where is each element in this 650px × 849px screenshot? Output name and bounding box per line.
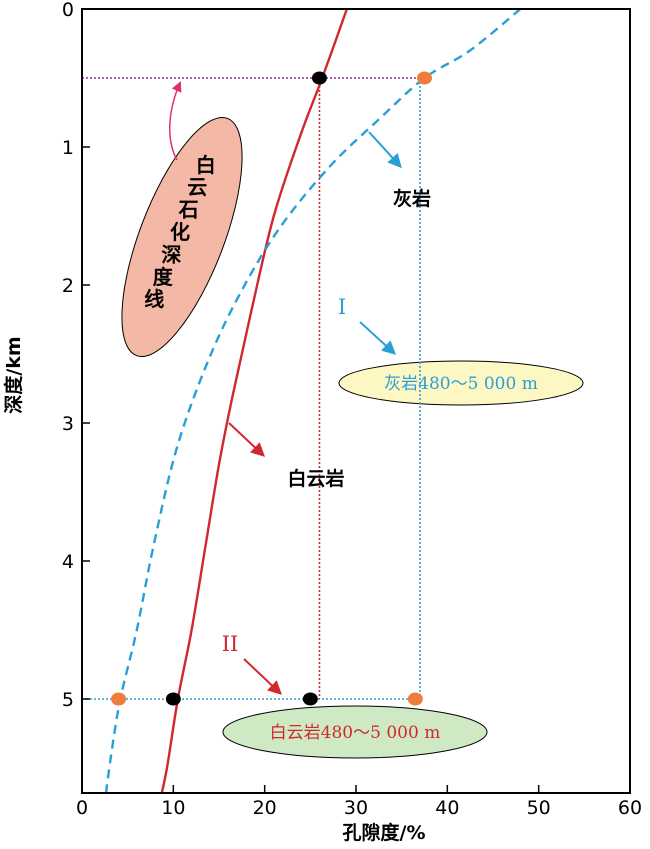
reference-lines	[82, 77, 425, 700]
roman-ii-label: II	[222, 632, 239, 656]
dolomitization-arrow	[169, 81, 182, 161]
roman-ii-arrow	[243, 658, 283, 695]
x-tick-label: 40	[435, 797, 459, 819]
x-tick-label: 50	[527, 797, 551, 819]
series-layer	[104, 9, 522, 793]
dolomitization-label: 白云石化深度线	[144, 153, 216, 311]
x-tick-label: 0	[76, 797, 88, 819]
y-tick-label: 2	[62, 275, 74, 297]
data-point	[311, 71, 327, 85]
x-axis-title: 孔隙度/%	[343, 821, 426, 844]
dolomite-range-ellipse	[222, 705, 488, 759]
dolomite-arrow	[228, 422, 266, 457]
data-point	[417, 71, 432, 85]
roman-i-arrow	[359, 321, 397, 355]
x-tick-label: 30	[344, 797, 368, 819]
series-line	[104, 9, 522, 793]
marker-layer	[111, 71, 432, 706]
y-axis-title: 深度/km	[2, 336, 25, 413]
y-tick-label: 5	[62, 689, 74, 711]
limestone-range-ellipse	[338, 360, 584, 406]
axis-ticks: 0 10 20 30 40 50 60 0 1 2 3 4 5	[62, 0, 642, 819]
x-tick-label: 20	[253, 797, 277, 819]
data-point	[165, 692, 181, 706]
plot-frame	[81, 8, 631, 794]
y-tick-label: 4	[62, 551, 74, 573]
data-point	[111, 692, 127, 706]
limestone-label: 灰岩	[393, 187, 431, 210]
roman-i-label: I	[338, 295, 346, 319]
x-tick-label: 10	[161, 797, 185, 819]
y-tick-label: 1	[62, 137, 74, 159]
dolomite-range-label: 白云岩480～5 000 m	[270, 723, 441, 743]
x-tick-label: 60	[618, 797, 642, 819]
limestone-range-label: 灰岩480～5 000 m	[384, 374, 538, 394]
y-tick-label: 3	[62, 413, 74, 435]
limestone-arrow	[368, 131, 402, 169]
dolomitization-ellipse	[121, 116, 243, 358]
data-point	[302, 692, 318, 706]
data-point	[407, 692, 423, 706]
dolomite-label: 白云岩	[287, 467, 344, 490]
annotation-ellipses	[121, 116, 584, 759]
annotation-arrows	[169, 81, 402, 695]
y-tick-label: 0	[62, 0, 74, 21]
